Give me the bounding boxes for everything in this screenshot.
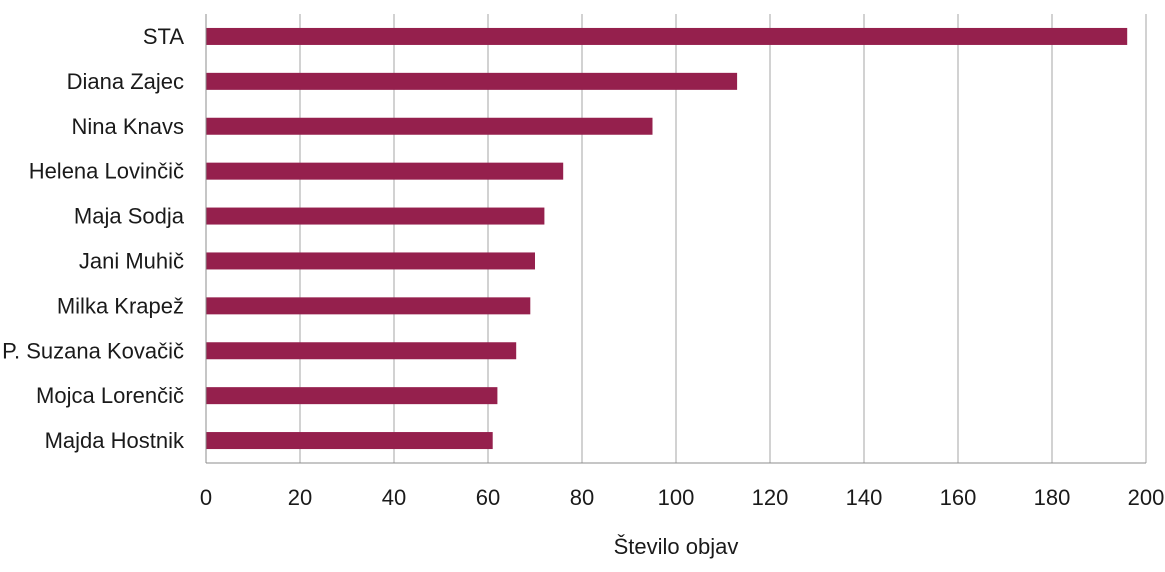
category-label: Jani Muhič — [79, 248, 184, 273]
bar-8 — [206, 342, 517, 360]
bar-7 — [206, 297, 531, 315]
category-label: Mojca Lorenčič — [36, 383, 184, 408]
x-tick-label: 0 — [200, 485, 212, 510]
category-label: Majda Hostnik — [45, 428, 185, 453]
axes — [205, 14, 1146, 464]
bar-9 — [206, 387, 498, 405]
x-tick-label: 160 — [940, 485, 977, 510]
x-tick-label: 20 — [288, 485, 312, 510]
bar-3 — [206, 117, 653, 135]
category-label: STA — [143, 24, 184, 49]
category-label: Maja Sodja — [74, 204, 185, 229]
x-tick-label: 180 — [1034, 485, 1071, 510]
x-tick-label: 40 — [382, 485, 406, 510]
x-tick-labels: 0 20 40 60 80 100 120 140 160 180 200 — [200, 485, 1164, 510]
x-tick-label: 60 — [476, 485, 500, 510]
bar-6 — [206, 252, 535, 270]
category-label: Nina Knavs — [71, 114, 184, 139]
x-tick-label: 100 — [658, 485, 695, 510]
x-tick-label: 140 — [846, 485, 883, 510]
x-axis-title: Število objav — [614, 534, 739, 559]
category-labels: STA Diana Zajec Nina Knavs Helena Lovinčič M… — [2, 24, 185, 453]
category-label: P. Suzana Kovačič — [2, 338, 184, 363]
x-tick-label: 80 — [570, 485, 594, 510]
x-tick-label: 200 — [1128, 485, 1165, 510]
bar-2 — [206, 72, 738, 90]
category-label: Diana Zajec — [67, 69, 184, 94]
bar-4 — [206, 162, 564, 180]
bar-10 — [206, 432, 493, 450]
category-label: Helena Lovinčič — [29, 159, 184, 184]
x-tick-label: 120 — [752, 485, 789, 510]
bar-1 — [206, 27, 1128, 45]
bars — [206, 27, 1128, 450]
bar-5 — [206, 207, 545, 225]
category-label: Milka Krapež — [57, 293, 184, 318]
